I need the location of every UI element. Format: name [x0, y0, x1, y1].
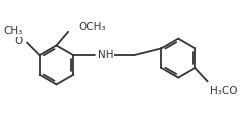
Text: CH₃: CH₃	[4, 26, 23, 36]
Text: OCH₃: OCH₃	[78, 22, 106, 32]
Text: H₃CO: H₃CO	[210, 86, 237, 96]
Text: NH: NH	[98, 50, 113, 60]
Text: O: O	[15, 36, 23, 46]
